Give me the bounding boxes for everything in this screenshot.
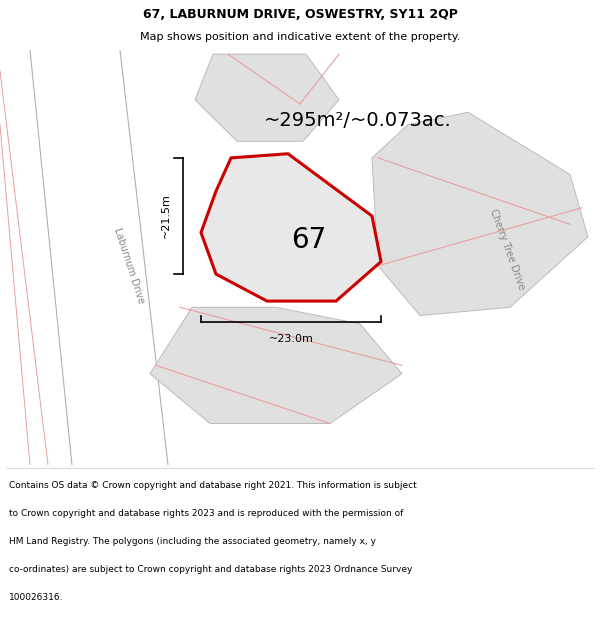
Text: Laburnum Drive: Laburnum Drive: [112, 227, 146, 305]
Text: 67, LABURNUM DRIVE, OSWESTRY, SY11 2QP: 67, LABURNUM DRIVE, OSWESTRY, SY11 2QP: [143, 8, 457, 21]
Text: 67: 67: [291, 226, 326, 254]
Polygon shape: [195, 54, 339, 141]
Text: Cherry Tree Drive: Cherry Tree Drive: [488, 208, 526, 291]
Text: Contains OS data © Crown copyright and database right 2021. This information is : Contains OS data © Crown copyright and d…: [9, 481, 417, 490]
Text: ~21.5m: ~21.5m: [161, 194, 171, 238]
Text: ~23.0m: ~23.0m: [269, 334, 313, 344]
Text: Map shows position and indicative extent of the property.: Map shows position and indicative extent…: [140, 32, 460, 43]
Text: HM Land Registry. The polygons (including the associated geometry, namely x, y: HM Land Registry. The polygons (includin…: [9, 537, 376, 546]
Polygon shape: [201, 154, 381, 301]
Text: co-ordinates) are subject to Crown copyright and database rights 2023 Ordnance S: co-ordinates) are subject to Crown copyr…: [9, 565, 412, 574]
Text: to Crown copyright and database rights 2023 and is reproduced with the permissio: to Crown copyright and database rights 2…: [9, 509, 403, 518]
Text: 100026316.: 100026316.: [9, 593, 64, 602]
Polygon shape: [150, 308, 402, 424]
Polygon shape: [372, 112, 588, 316]
Text: ~295m²/~0.073ac.: ~295m²/~0.073ac.: [264, 111, 452, 130]
